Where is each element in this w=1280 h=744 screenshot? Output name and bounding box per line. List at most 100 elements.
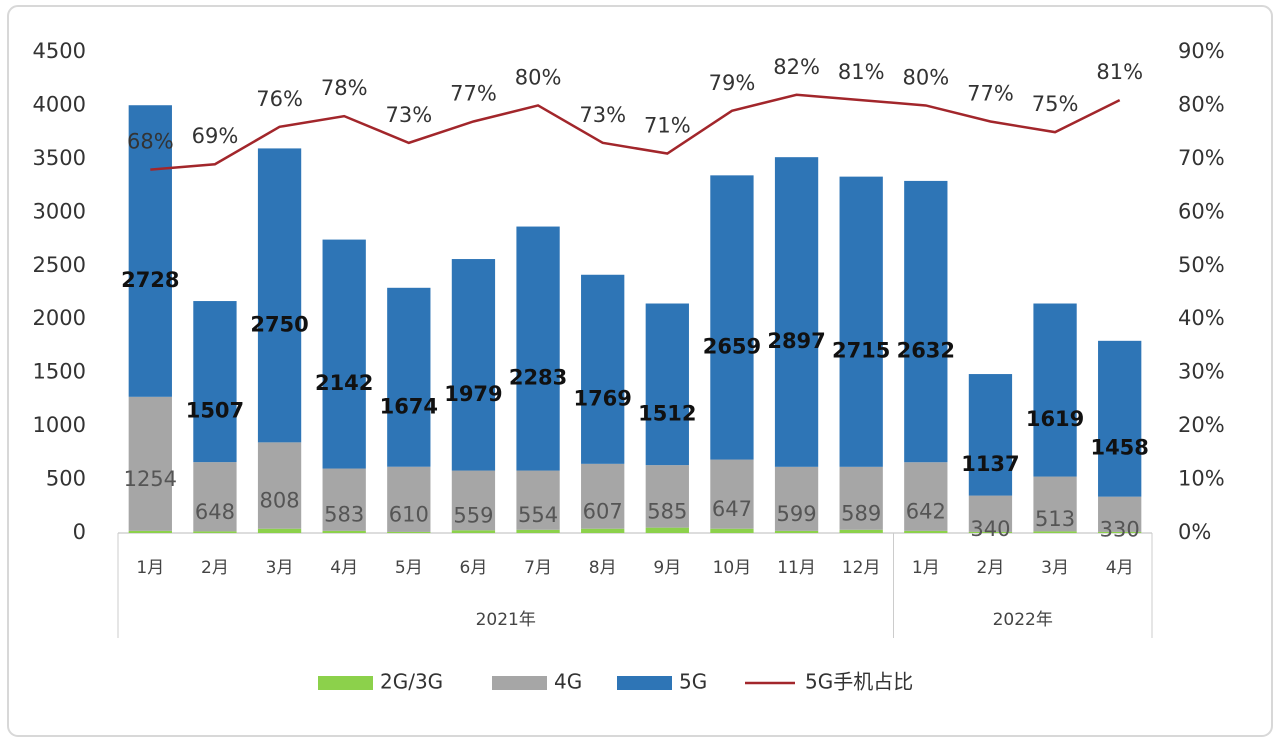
bar: [774, 530, 819, 533]
bar: [516, 529, 560, 533]
data-label: 642: [906, 500, 946, 524]
bar: [645, 465, 689, 528]
bar: [1098, 340, 1142, 497]
x-tick-label: 9月: [653, 558, 681, 578]
bar: [387, 287, 431, 467]
x-tick-label: 10月: [713, 558, 752, 578]
bar: [710, 528, 754, 533]
bar: [581, 528, 625, 533]
y2-tick-label: 80%: [1178, 92, 1225, 116]
data-label: 80%: [515, 65, 562, 89]
data-label: 554: [518, 503, 558, 527]
data-label: 71%: [644, 114, 691, 138]
x-tick-label: 3月: [266, 558, 294, 578]
y2-tick-label: 40%: [1178, 306, 1225, 330]
data-label: 1137: [961, 452, 1019, 476]
y-tick-label: 4000: [33, 92, 86, 116]
bar: [710, 175, 754, 460]
bar: [710, 459, 754, 529]
bar: [451, 259, 496, 471]
bar: [516, 226, 560, 471]
data-label: 1619: [1026, 407, 1084, 431]
bar: [193, 301, 237, 463]
bar: [839, 176, 883, 467]
bar: [1098, 496, 1142, 532]
bar: [968, 374, 1013, 496]
data-label: 1674: [380, 394, 438, 418]
bar: [257, 528, 302, 533]
bar: [128, 396, 172, 531]
bar: [904, 462, 948, 531]
x-tick-label: 3月: [1041, 558, 1069, 578]
data-label: 2897: [767, 329, 825, 353]
line: [150, 93, 1121, 171]
y-tick-label: 3500: [33, 146, 86, 170]
data-label: 78%: [321, 76, 368, 100]
data-label: 1769: [573, 386, 631, 410]
data-label: 585: [647, 499, 687, 523]
data-label: 2142: [315, 371, 373, 395]
y-tick-label: 0: [73, 520, 86, 544]
data-label: 559: [453, 503, 493, 527]
legend-swatch: [492, 676, 547, 690]
bar: [387, 531, 431, 533]
bar: [904, 530, 948, 533]
data-label: 1254: [124, 467, 177, 491]
data-label: 647: [712, 497, 752, 521]
data-label: 2728: [121, 268, 179, 292]
bar: [451, 470, 496, 531]
data-label: 583: [324, 503, 364, 527]
y2-tick-label: 0%: [1178, 520, 1211, 544]
data-label: 808: [260, 489, 300, 513]
data-label: 1507: [186, 399, 244, 423]
data-label: 73%: [385, 103, 432, 127]
data-label: 340: [970, 517, 1010, 541]
bar: [193, 462, 237, 532]
data-label: 73%: [579, 103, 626, 127]
bar: [451, 530, 496, 533]
data-label: 607: [583, 499, 623, 523]
bar: [1033, 476, 1077, 532]
y-tick-label: 500: [46, 467, 86, 491]
bar: [839, 529, 883, 533]
y2-tick-label: 20%: [1178, 413, 1225, 437]
group-label: 2021年: [476, 610, 536, 630]
group-label: 2022年: [993, 610, 1053, 630]
data-label: 2750: [250, 312, 308, 336]
legend-label: 2G/3G: [380, 670, 443, 694]
data-label: 79%: [709, 71, 756, 95]
y-tick-label: 2500: [33, 253, 86, 277]
x-tick-label: 7月: [524, 558, 552, 578]
x-tick-label: 6月: [460, 558, 488, 578]
data-label: 77%: [967, 81, 1014, 105]
data-label: 589: [841, 501, 881, 525]
bar: [128, 530, 172, 533]
y2-tick-label: 60%: [1178, 199, 1225, 223]
y2-tick-label: 90%: [1178, 39, 1225, 63]
bar: [257, 148, 302, 443]
data-label: 330: [1100, 517, 1140, 541]
bar: [581, 274, 625, 464]
legend-label: 5G手机占比: [805, 670, 913, 694]
x-tick-label: 1月: [912, 558, 940, 578]
y-tick-label: 2000: [33, 306, 86, 330]
data-label: 81%: [1096, 60, 1143, 84]
data-label: 2715: [832, 339, 890, 363]
y2-tick-label: 10%: [1178, 467, 1225, 491]
bar: [1098, 531, 1142, 533]
bar: [128, 105, 172, 397]
bar: [581, 463, 625, 529]
data-label: 2659: [703, 334, 761, 358]
bar: [257, 442, 302, 529]
y2-tick-label: 30%: [1178, 360, 1225, 384]
legend-swatch: [617, 676, 672, 690]
data-label: 599: [777, 502, 817, 526]
y-tick-label: 1000: [33, 413, 86, 437]
data-label: 76%: [256, 87, 303, 111]
x-tick-label: 1月: [136, 558, 164, 578]
data-label: 77%: [450, 81, 497, 105]
y-tick-label: 1500: [33, 360, 86, 384]
x-tick-label: 4月: [330, 558, 358, 578]
bar: [774, 466, 819, 531]
x-tick-label: 11月: [777, 558, 816, 578]
